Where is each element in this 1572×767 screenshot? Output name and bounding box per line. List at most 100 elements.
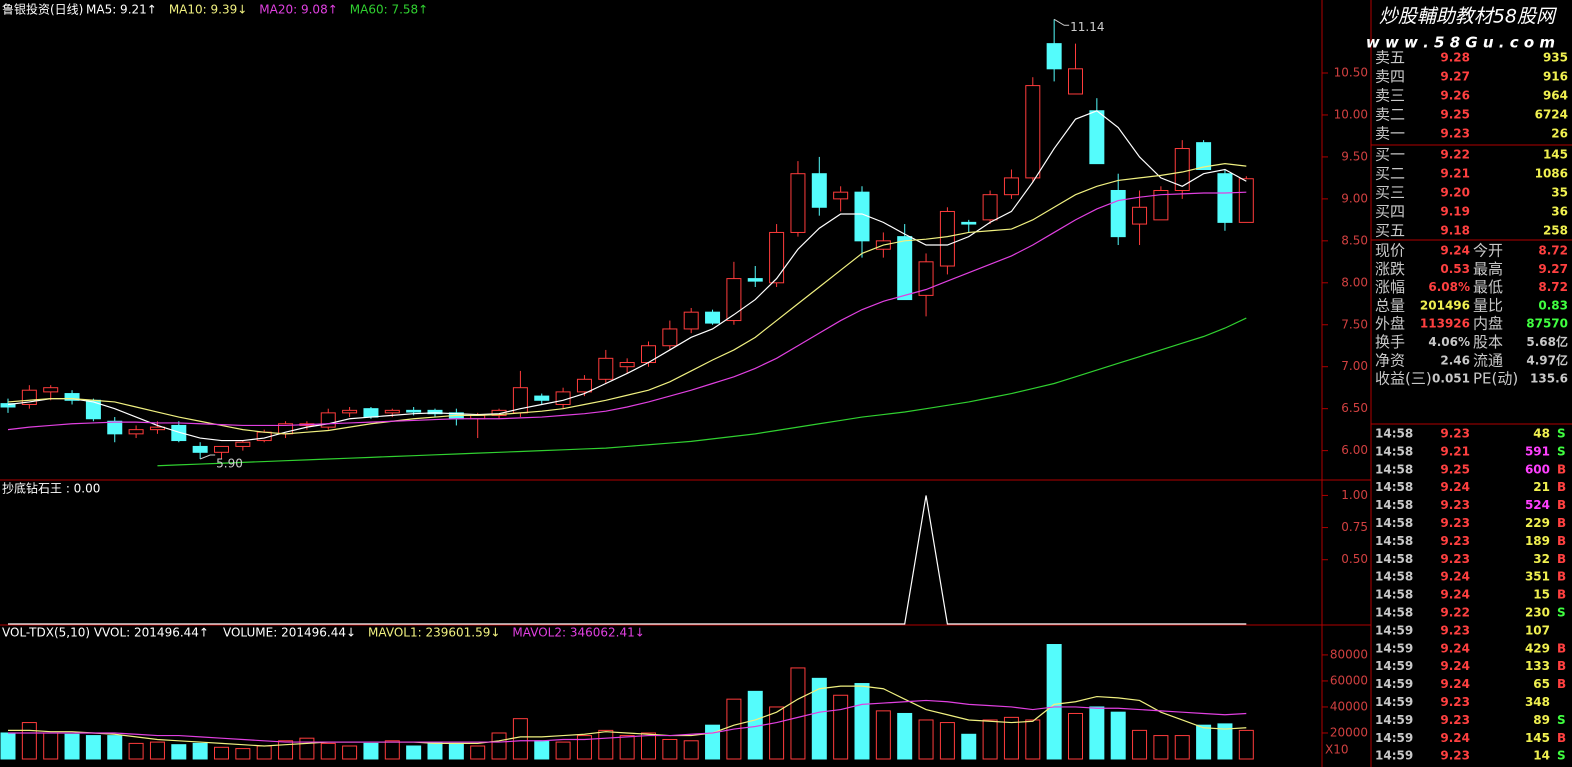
volume-bar (1217, 723, 1233, 760)
volume-bar (1153, 735, 1169, 760)
trade-side: B (1557, 480, 1566, 494)
trade-volume: 229 (1525, 516, 1550, 530)
trade-time: 14:58 (1375, 498, 1413, 512)
quote-label: 涨跌 (1375, 260, 1405, 278)
trade-time: 14:59 (1375, 677, 1413, 691)
volume-bar (897, 712, 913, 760)
candle-body (576, 378, 592, 393)
trade-time: 14:59 (1375, 659, 1413, 673)
volume-bar (1132, 729, 1148, 760)
y-tick-label: 7.50 (1341, 317, 1368, 331)
trade-side: B (1557, 498, 1566, 512)
candle-body (1174, 148, 1190, 191)
volume-bar (171, 744, 187, 760)
trade-time: 14:59 (1375, 749, 1413, 763)
candle-body (662, 328, 678, 347)
y-tick-label: 9.00 (1341, 191, 1368, 205)
book-price: 9.19 (1440, 205, 1470, 219)
quote-value: 201496 (1420, 298, 1470, 312)
volume-bar (448, 742, 464, 760)
quote-value: 5.68亿 (1526, 334, 1568, 349)
candle-body (790, 173, 806, 233)
trade-side: S (1557, 427, 1566, 441)
book-volume: 258 (1543, 224, 1568, 238)
trade-price: 9.24 (1440, 641, 1470, 655)
y-tick-label: 10.50 (1334, 66, 1368, 80)
trade-volume: 133 (1525, 659, 1550, 673)
book-volume: 35 (1551, 186, 1568, 200)
volume-bar (214, 746, 229, 760)
y-tick-label: 0.50 (1341, 552, 1368, 566)
volume-bar (939, 722, 955, 760)
line-series (7, 191, 1247, 431)
volume-bar (1068, 712, 1083, 760)
trade-time: 14:58 (1375, 462, 1413, 476)
volume-bar (1089, 706, 1105, 760)
trade-volume: 524 (1525, 498, 1550, 512)
candle-body (0, 403, 16, 408)
chart-title: 鲁银投资(日线) (2, 2, 83, 17)
book-price: 9.22 (1440, 148, 1470, 162)
book-volume: 145 (1543, 148, 1568, 162)
volume-bar (1174, 735, 1190, 760)
candle-body (1217, 173, 1233, 223)
volume-bar (342, 745, 358, 760)
volume-bar (1025, 719, 1041, 760)
y-tick-label: 60000 (1330, 673, 1368, 687)
trade-time: 14:58 (1375, 480, 1413, 494)
book-price: 9.28 (1440, 51, 1470, 65)
trade-time: 14:59 (1375, 641, 1413, 655)
volume-title: VOL-TDX(5,10) VVOL: 201496.44↑ (2, 626, 209, 640)
volume-bar (1003, 716, 1019, 760)
trade-volume: 32 (1533, 552, 1550, 566)
volume-bar (512, 718, 528, 760)
volume-bar (833, 694, 849, 760)
candle-body (1003, 177, 1019, 196)
trade-volume: 107 (1525, 623, 1550, 637)
book-volume: 36 (1551, 205, 1568, 219)
quote-label: 总量 (1375, 296, 1405, 314)
trade-side: B (1557, 534, 1566, 548)
candle-body (1238, 178, 1254, 223)
candle-body (1110, 189, 1126, 238)
line-series (8, 495, 1247, 625)
candle-body (747, 278, 763, 282)
candle-body (534, 395, 550, 401)
watermark: 炒股輔助教材58股网 (1379, 6, 1558, 28)
book-volume: 964 (1543, 89, 1568, 103)
trade-price: 9.23 (1440, 695, 1470, 709)
volume-bar (534, 740, 550, 760)
volume-bar (278, 740, 294, 760)
volume-bar (598, 729, 614, 760)
book-price: 9.23 (1440, 127, 1470, 141)
y-tick-label: 10.00 (1334, 107, 1368, 121)
candle-body (235, 441, 251, 447)
indicator-title: 抄底钻石王 : 0.00 (2, 481, 100, 496)
quote-label: 量比 (1473, 296, 1503, 314)
book-price: 9.26 (1440, 89, 1470, 103)
trade-side: B (1557, 516, 1566, 530)
volume-bar (683, 740, 699, 760)
trade-side: S (1557, 444, 1566, 458)
trade-side: B (1557, 570, 1566, 584)
legend-entry: MAVOL2: 346062.41↓ (512, 626, 644, 640)
volume-bar (811, 677, 827, 760)
trade-price: 9.23 (1440, 552, 1470, 566)
candle-body (214, 445, 229, 453)
volume-bar (406, 745, 422, 760)
y-tick-label: 40000 (1330, 699, 1368, 713)
trade-volume: 230 (1525, 606, 1550, 620)
trade-price: 9.23 (1440, 516, 1470, 530)
volume-bar (555, 741, 571, 760)
book-label: 卖二 (1375, 106, 1405, 124)
quote-value: 4.97亿 (1526, 352, 1568, 367)
trade-price: 9.23 (1440, 713, 1470, 727)
trade-side: B (1557, 731, 1566, 745)
y-tick-label: 0.75 (1341, 520, 1368, 534)
quote-label: 最低 (1473, 278, 1503, 296)
volume-bar (961, 733, 977, 760)
book-label: 卖三 (1375, 87, 1405, 105)
candle-body (897, 236, 913, 301)
